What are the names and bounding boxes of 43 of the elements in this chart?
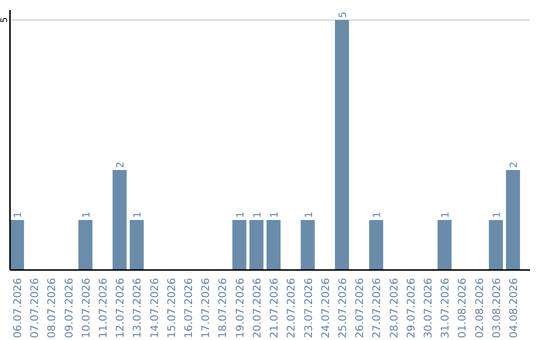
x-tick-label: 06.07.2026 [12, 278, 24, 338]
x-tick-label: 03.08.2026 [490, 278, 503, 338]
data-label: 1 [81, 212, 92, 218]
x-tick-label: 28.07.2026 [388, 278, 400, 338]
x-tick-label: 04.08.2026 [508, 278, 520, 338]
data-label: 1 [492, 212, 503, 218]
data-label: 1 [132, 212, 144, 218]
x-tick-label: 31.07.2026 [440, 278, 452, 338]
x-tick-label: 10.07.2026 [80, 278, 92, 338]
data-label: 1 [270, 212, 281, 218]
data-label: 1 [235, 212, 246, 218]
x-tick-label: 09.07.2026 [63, 278, 76, 338]
x-tick-label: 11.07.2026 [98, 278, 110, 338]
data-label: 5 [338, 12, 349, 18]
x-tick-label: 20.07.2026 [251, 278, 264, 338]
x-tick-label: 27.07.2026 [371, 278, 384, 338]
x-tick-label: 02.08.2026 [474, 278, 486, 338]
x-tick-label: 26.07.2026 [354, 278, 366, 338]
data-label: 1 [440, 212, 452, 218]
x-tick-label: 24.07.2026 [320, 278, 332, 338]
x-tick-label: 12.07.2026 [114, 278, 127, 338]
x-tick-label: 22.07.2026 [286, 278, 298, 338]
x-tick-label: 16.07.2026 [183, 278, 196, 338]
x-tick-label: 21.07.2026 [268, 278, 281, 338]
x-tick-label: 17.07.2026 [200, 278, 212, 338]
data-label: 1 [304, 212, 315, 218]
x-tick-label: 25.07.2026 [336, 278, 349, 338]
x-tick-label: 29.07.2026 [405, 278, 418, 338]
data-label: 1 [252, 212, 264, 218]
x-tick-label: 08.07.2026 [46, 278, 58, 338]
x-tick-label: 07.07.2026 [29, 278, 42, 338]
data-label: 1 [13, 212, 24, 218]
data-label: 2 [116, 162, 127, 168]
x-tick-label: 19.07.2026 [234, 278, 246, 338]
data-label: 1 [372, 212, 384, 218]
x-tick-label: 30.07.2026 [422, 278, 434, 338]
x-tick-label: 14.07.2026 [148, 278, 161, 338]
data-label: 2 [508, 162, 520, 168]
x-tick-label: 23.07.2026 [302, 278, 315, 338]
x-tick-label: 18.07.2026 [217, 278, 230, 338]
x-tick-label: 01.08.2026 [456, 278, 469, 338]
x-tick-label: 13.07.2026 [132, 278, 144, 338]
x-tick-label: 15.07.2026 [166, 278, 178, 338]
